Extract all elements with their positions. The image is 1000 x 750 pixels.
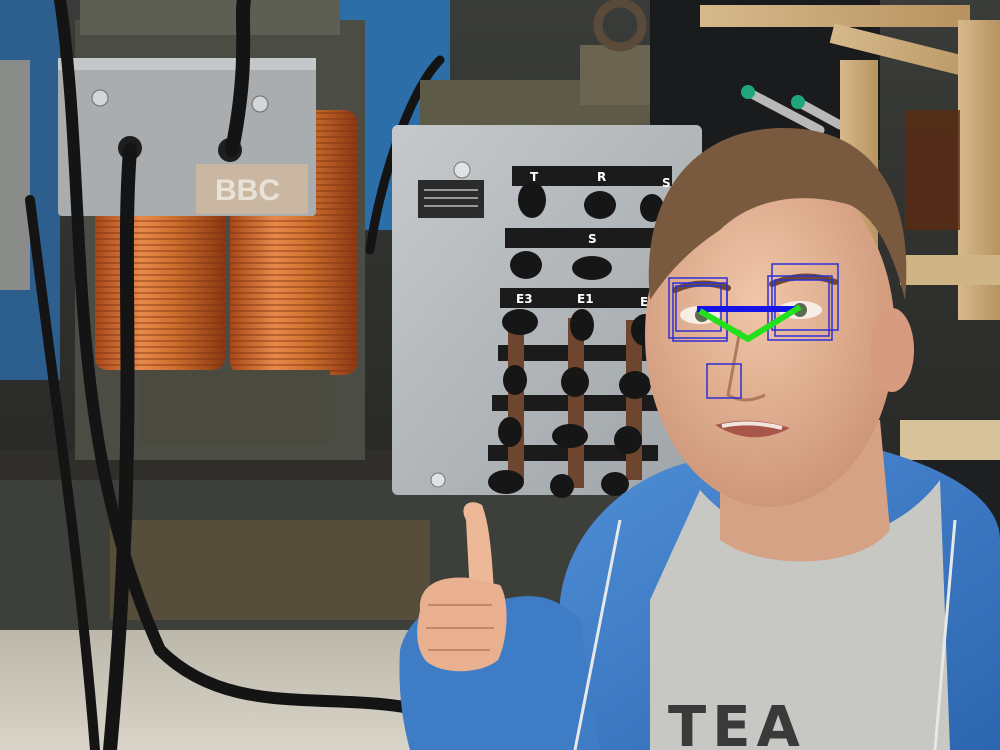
rust-stain xyxy=(110,520,430,620)
face xyxy=(645,163,895,507)
lifting-eye xyxy=(593,0,647,52)
nose xyxy=(726,329,766,402)
terminal-label-s2: S xyxy=(588,232,597,246)
rating-plate-lines xyxy=(424,189,478,207)
ear xyxy=(870,308,914,392)
hoodie-zipper xyxy=(573,519,622,750)
terminal-label-e1: E1 xyxy=(577,292,594,306)
hoodie-zipper-right xyxy=(933,519,957,750)
black-cables xyxy=(25,0,445,750)
detection-box-nose xyxy=(706,363,742,399)
terminal-label-t: T xyxy=(530,170,539,184)
transformer-lower-block xyxy=(140,370,330,445)
face-detection-overlay xyxy=(668,263,839,399)
teeth xyxy=(721,421,783,430)
copper-coil-left xyxy=(95,205,225,370)
thumbs-up-hand xyxy=(417,502,507,672)
transformer-top-bracket xyxy=(80,0,340,35)
grey-tshirt xyxy=(650,480,950,750)
terminal-label-e3: E3 xyxy=(516,292,533,306)
detection-box-right-eye-a xyxy=(771,263,839,331)
person: TEA xyxy=(399,127,1000,750)
control-panel: T R S S E3 E1 E2 xyxy=(392,125,702,498)
left-radiator xyxy=(0,60,30,290)
terminal-label-r: R xyxy=(597,170,606,184)
brand-plate-text: BBC xyxy=(215,174,280,207)
rating-plate xyxy=(418,180,484,218)
shirt-text: TEA xyxy=(668,695,806,750)
terminal-knobs xyxy=(488,182,664,498)
terminal-label-s: S xyxy=(662,176,671,190)
lifting-block xyxy=(580,45,660,105)
test-probes xyxy=(741,85,845,135)
hair xyxy=(648,127,907,301)
eye-nose-v-line xyxy=(698,304,802,342)
bbc-nameplate: BBC xyxy=(196,164,308,214)
